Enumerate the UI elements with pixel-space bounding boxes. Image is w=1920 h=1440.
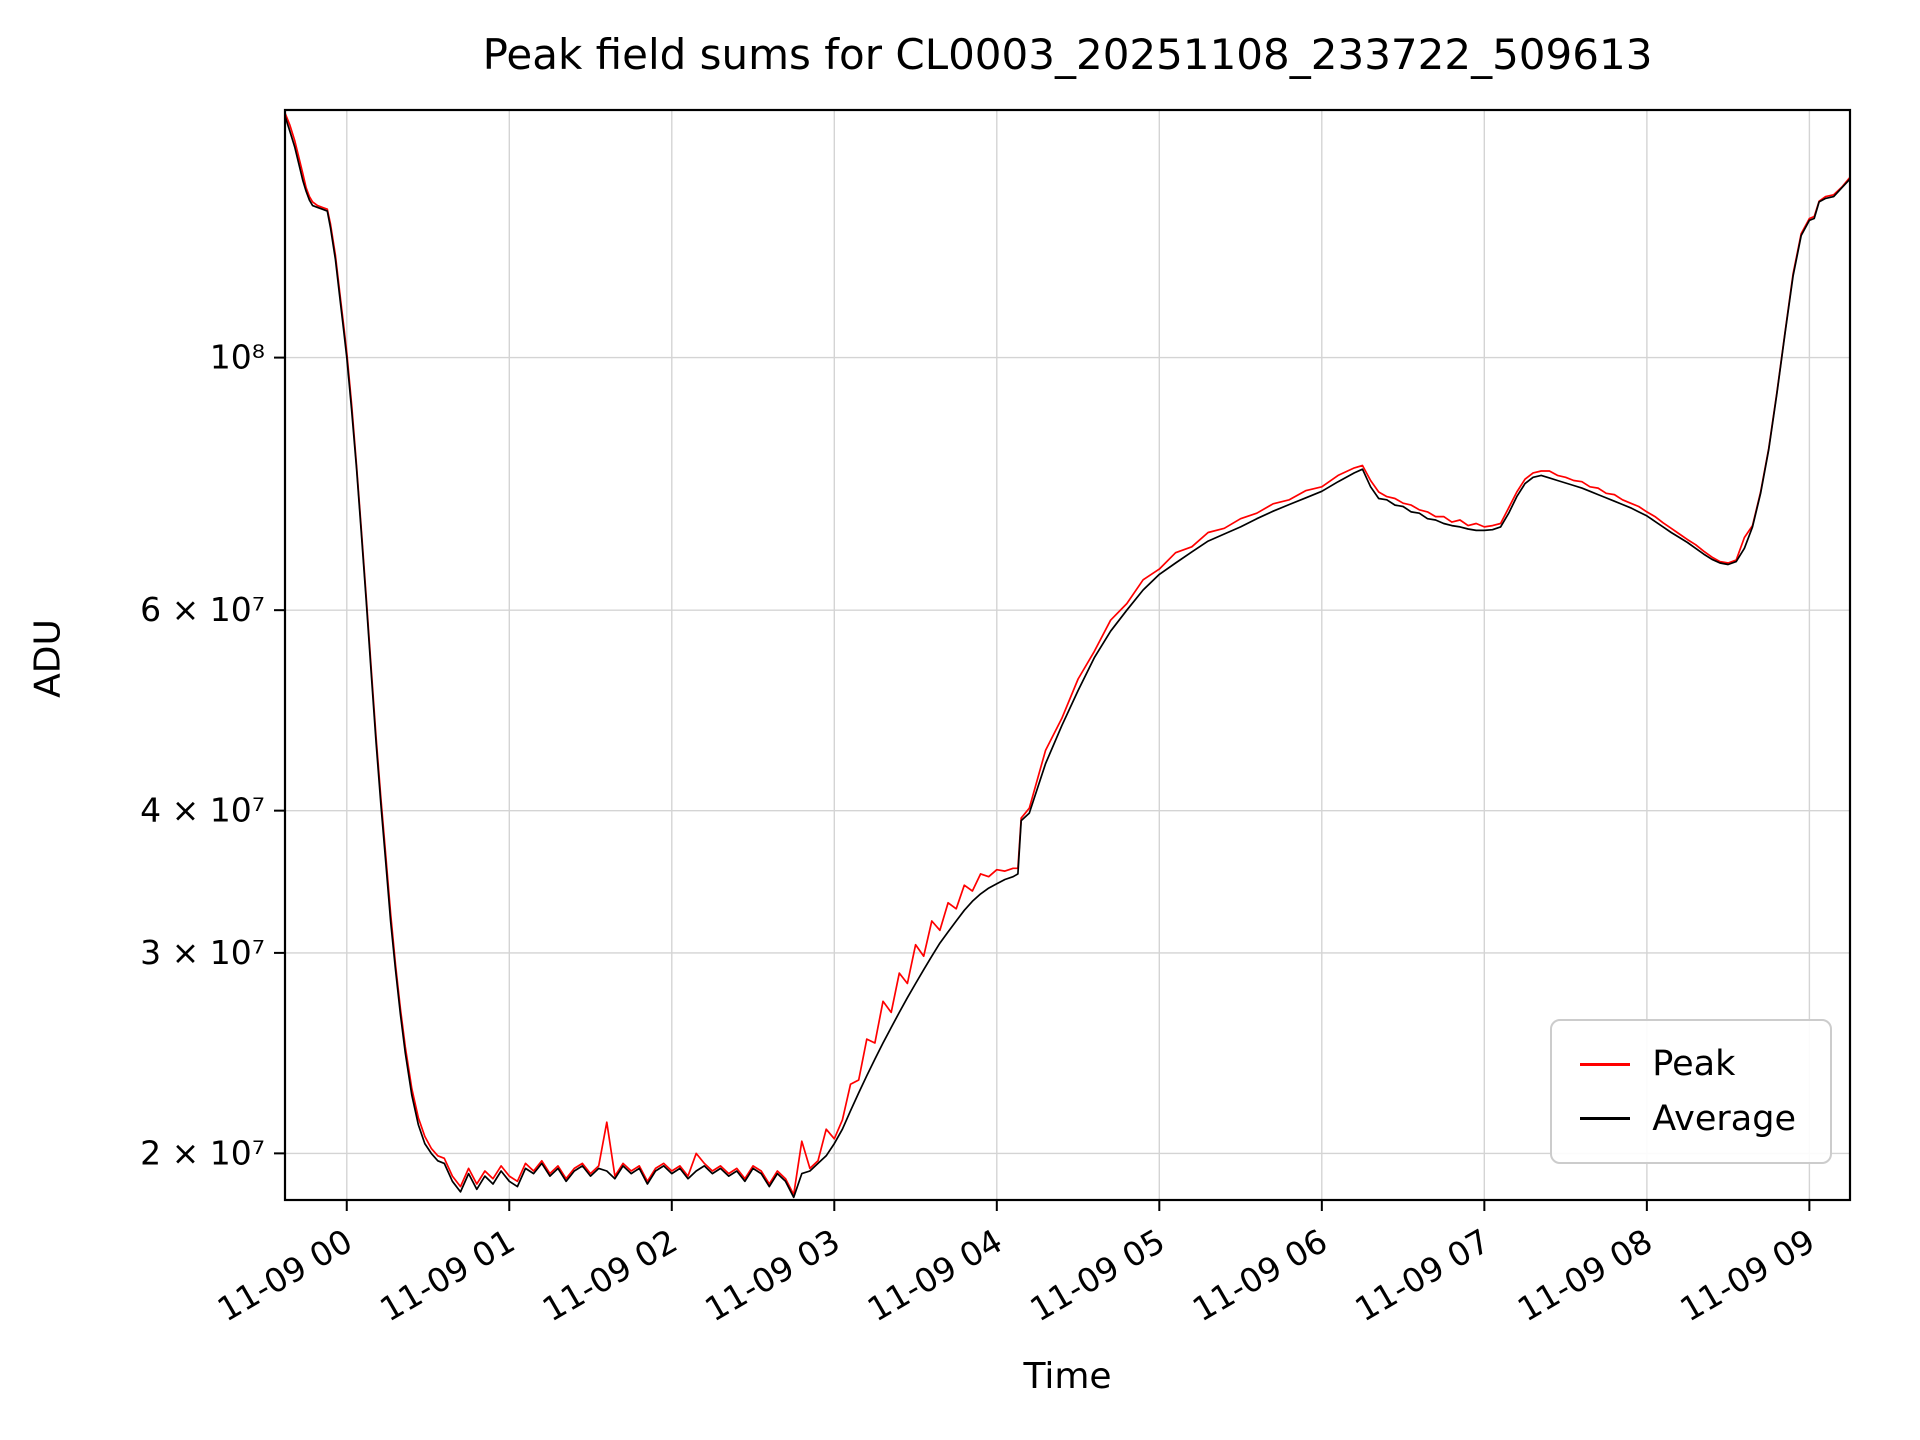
legend: Peak Average: [1550, 1019, 1832, 1164]
svg-text:2 × 10⁷: 2 × 10⁷: [140, 1133, 265, 1172]
x-axis-label: Time: [1023, 1356, 1112, 1397]
svg-text:6 × 10⁷: 6 × 10⁷: [140, 590, 265, 629]
average-line-swatch: [1580, 1117, 1631, 1121]
svg-text:11-09 09: 11-09 09: [1673, 1221, 1821, 1329]
svg-text:11-09 00: 11-09 00: [211, 1221, 359, 1329]
peak-line-swatch: [1580, 1062, 1631, 1066]
svg-text:11-09 04: 11-09 04: [861, 1221, 1009, 1329]
svg-text:11-09 08: 11-09 08: [1511, 1221, 1659, 1329]
svg-text:3 × 10⁷: 3 × 10⁷: [140, 933, 265, 972]
svg-text:11-09 02: 11-09 02: [536, 1221, 684, 1329]
svg-text:11-09 07: 11-09 07: [1348, 1221, 1496, 1329]
svg-text:10⁸: 10⁸: [210, 338, 265, 377]
svg-text:11-09 03: 11-09 03: [698, 1221, 846, 1329]
chart-title: Peak field sums for CL0003_20251108_2337…: [482, 30, 1653, 79]
legend-label-average: Average: [1652, 1098, 1796, 1139]
legend-item-average: Average: [1576, 1092, 1800, 1147]
legend-label-peak: Peak: [1652, 1044, 1736, 1084]
svg-text:4 × 10⁷: 4 × 10⁷: [140, 791, 265, 830]
legend-item-peak: Peak: [1576, 1037, 1800, 1092]
svg-text:11-09 01: 11-09 01: [373, 1221, 521, 1329]
svg-text:11-09 06: 11-09 06: [1186, 1221, 1334, 1329]
svg-text:11-09 05: 11-09 05: [1023, 1221, 1171, 1329]
y-axis-label: ADU: [27, 619, 69, 698]
